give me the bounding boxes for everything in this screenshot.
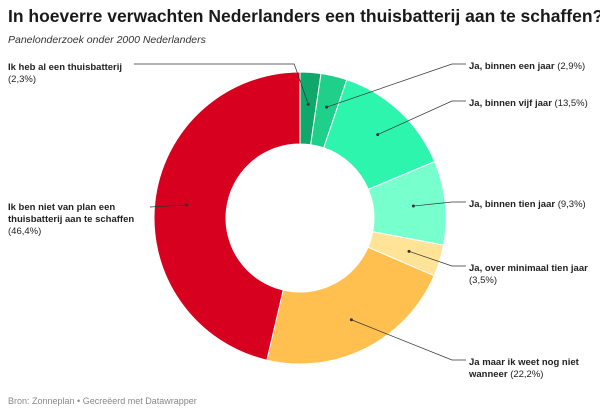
leader-dot-dont-know-when xyxy=(349,318,353,322)
slice-label-value: (2,3%) xyxy=(8,74,36,85)
slice-not-planning xyxy=(153,71,301,361)
leader-line-dont-know-when xyxy=(351,319,466,361)
slice-label-value: (22,2%) xyxy=(510,369,544,380)
slice-label-within-five-years: Ja, binnen vijf jaar (13,5%) xyxy=(469,98,588,110)
slice-label-already: Ik heb al een thuisbatterij (2,3%) xyxy=(8,62,122,86)
leader-dot-already-have xyxy=(306,102,310,106)
leader-line-within-ten-years xyxy=(413,201,466,207)
slice-label-name: Ja, over minimaal tien jaar xyxy=(469,263,588,274)
chart-subtitle: Panelonderzoek onder 2000 Nederlanders xyxy=(8,34,206,46)
slice-label-name: Ja, binnen tien jaar xyxy=(469,199,556,210)
leader-line-within-one-year xyxy=(326,63,466,108)
slice-label-after-ten-years: Ja, over minimaal tien jaar (3,5%) xyxy=(469,263,594,287)
slice-label-value: (3,5%) xyxy=(469,275,497,286)
leader-line-already-have xyxy=(134,63,309,105)
slice-label-not-planning: Ik ben niet van plan een thuisbatterij a… xyxy=(8,202,148,238)
leader-line-not-planning xyxy=(149,204,187,208)
leader-dot-after-ten-years xyxy=(407,249,411,253)
slice-dont-know-when xyxy=(266,246,435,365)
slice-label-within-ten-years: Ja, binnen tien jaar (9,3%) xyxy=(469,199,586,211)
slice-label-name: Ja, binnen een jaar xyxy=(469,61,555,72)
slice-label-dont-know-when: Ja maar ik weet nog niet wanneer (22,2%) xyxy=(469,357,594,381)
leader-dot-within-five-years xyxy=(376,133,380,137)
slice-label-value: (13,5%) xyxy=(554,98,588,109)
slice-label-name: Ja maar ik weet nog niet wanneer xyxy=(469,357,579,380)
slice-label-value: (9,3%) xyxy=(557,199,586,210)
chart-footer-source: Bron: Zonneplan • Gecreëerd met Datawrap… xyxy=(8,396,197,406)
slice-label-value: (46,4%) xyxy=(8,226,42,237)
slice-label-value: (2,9%) xyxy=(557,61,586,72)
leader-dot-not-planning xyxy=(185,203,189,207)
slice-label-name: Ja, binnen vijf jaar xyxy=(469,98,552,109)
chart-title: In hoeverre verwachten Nederlanders een … xyxy=(8,6,600,26)
slice-label-name: Ik heb al een thuisbatterij xyxy=(8,62,123,73)
slice-label-within-one-year: Ja, binnen een jaar (2,9%) xyxy=(469,61,585,73)
leader-line-after-ten-years xyxy=(408,250,466,267)
slice-label-name: Ik ben niet van plan een thuisbatterij a… xyxy=(8,202,135,225)
leader-dot-within-ten-years xyxy=(411,204,415,208)
leader-dot-within-one-year xyxy=(325,105,329,109)
leader-line-within-five-years xyxy=(377,100,466,135)
